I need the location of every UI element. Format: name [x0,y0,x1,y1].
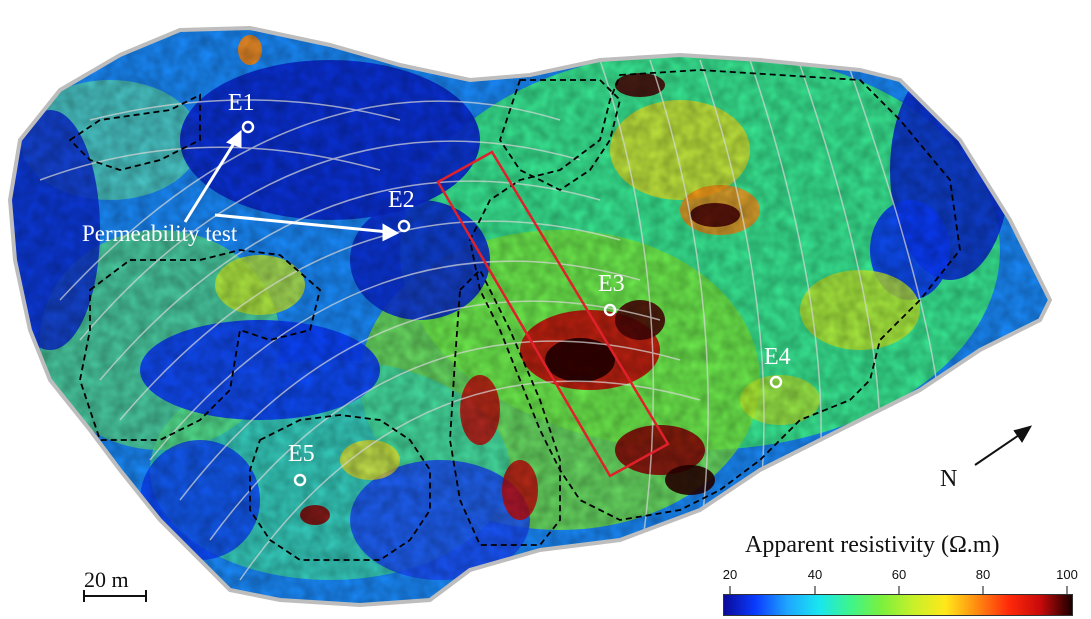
well-label-e1: E1 [228,90,255,116]
scale-bar [83,590,147,602]
legend-title: Apparent resistivity (Ω.m) [745,532,1000,558]
colorbar-ticks [729,586,1068,594]
north-label: N [940,466,958,492]
north-arrow-icon [974,425,1033,466]
resistivity-colorbar [723,594,1073,616]
colorbar-tick-label: 100 [1056,567,1078,582]
permeability-test-label: Permeability test [82,221,238,246]
well-marker-e5 [293,473,307,487]
well-label-e2: E2 [388,187,415,213]
colorbar-tick-label: 20 [722,567,738,582]
well-marker-e1 [241,120,255,134]
colorbar-tick-label: 60 [891,567,907,582]
zone-boundaries [68,69,961,561]
well-marker-e4 [769,375,783,389]
colorbar-tick-label: 40 [807,567,823,582]
contour-lines [39,59,941,581]
well-label-e4: E4 [764,344,791,370]
well-marker-e3 [603,303,617,317]
survey-profile-rectangle [436,150,670,478]
colorbar-tick-label: 80 [975,567,991,582]
well-marker-e2 [397,219,411,233]
scale-bar-label: 20 m [84,567,129,592]
well-label-e3: E3 [598,271,625,297]
permeability-arrows [183,129,400,242]
site-boundary [7,25,1053,608]
well-label-e5: E5 [288,441,315,467]
